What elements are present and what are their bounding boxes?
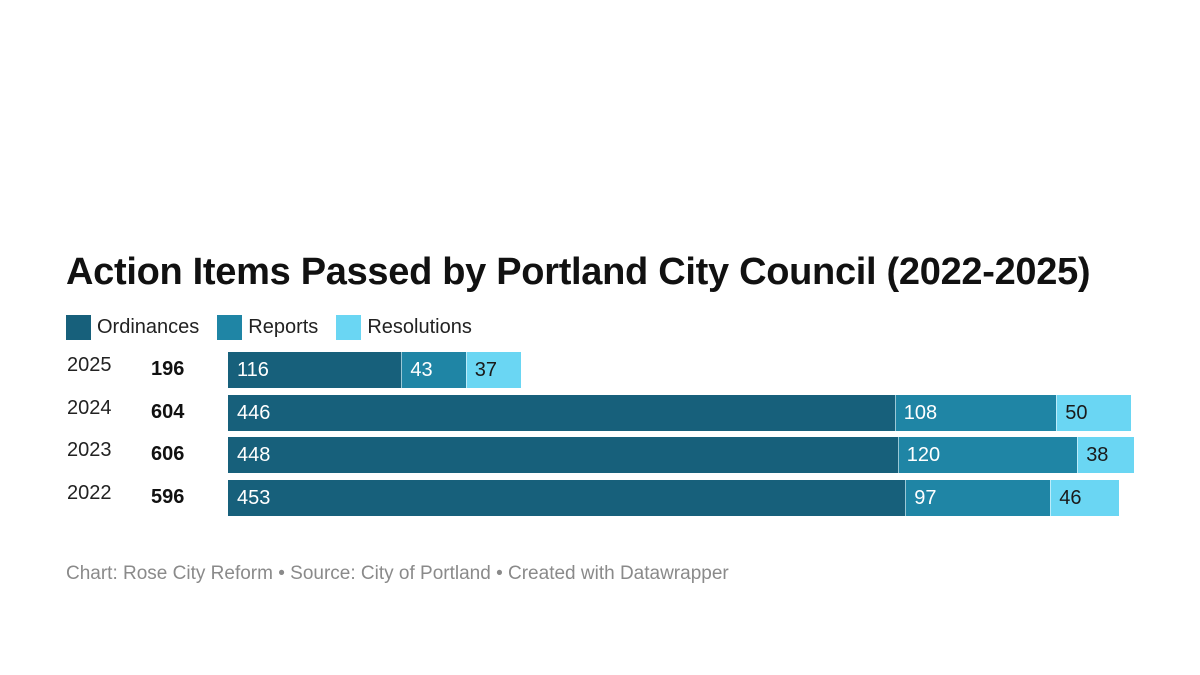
legend-swatch-resolutions xyxy=(336,314,362,340)
bar-segment-reports xyxy=(897,437,1078,473)
legend-swatch-ordinances xyxy=(66,314,91,340)
bar-track: 116 43 37 xyxy=(228,352,1134,388)
data-label-ordinances: 453 xyxy=(237,486,271,509)
data-label-reports: 120 xyxy=(906,444,941,466)
row-total-label: 604 xyxy=(151,400,185,423)
data-label-ordinances: 446 xyxy=(237,401,271,424)
legend-item-ordinances: Ordinances xyxy=(66,314,200,340)
bar-row-2022: 2022 596 453 97 46 xyxy=(66,479,1146,523)
bar-rows: 2025 196 116 43 37 2024 604 446 108 50 2023 606 448 1… xyxy=(66,352,1146,522)
bar-row-2024: 2024 604 446 108 50 xyxy=(66,394,1146,438)
bar-segment-resolutions xyxy=(1056,394,1131,431)
legend-label-reports: Reports xyxy=(248,315,319,338)
category-label: 2022 xyxy=(67,481,112,504)
bar-track: 453 97 46 xyxy=(228,479,1134,516)
bar-segment-resolutions xyxy=(465,352,522,388)
chart-title: Action Items Passed by Portland City Cou… xyxy=(66,251,1091,293)
bar-row-2023: 2023 606 448 120 38 xyxy=(66,437,1146,480)
legend-swatch-reports xyxy=(217,314,243,340)
legend-label-ordinances: Ordinances xyxy=(97,315,200,338)
category-label: 2025 xyxy=(67,354,112,376)
row-total-label: 606 xyxy=(151,443,185,465)
bar-track: 446 108 50 xyxy=(228,394,1134,431)
data-label-resolutions: 37 xyxy=(474,359,497,381)
data-label-resolutions: 50 xyxy=(1065,401,1088,424)
category-label: 2023 xyxy=(67,439,112,461)
legend: Ordinances Reports Resolutions xyxy=(66,314,1146,340)
bar-track: 448 120 38 xyxy=(228,437,1134,473)
legend-item-reports: Reports xyxy=(217,314,319,340)
row-total-label: 196 xyxy=(151,358,185,380)
data-label-resolutions: 46 xyxy=(1059,486,1082,509)
bar-segment-ordinances xyxy=(228,394,895,431)
chart: Action Items Passed by Portland City Cou… xyxy=(66,250,1146,522)
row-total-label: 596 xyxy=(151,485,185,508)
bar-segment-resolutions xyxy=(1077,437,1134,473)
bar-row-2025: 2025 196 116 43 37 xyxy=(66,352,1146,395)
bar-segment-reports xyxy=(401,352,466,388)
bar-segment-ordinances xyxy=(228,437,898,473)
bar-segment-reports xyxy=(905,479,1051,516)
bar-segment-reports xyxy=(894,394,1057,431)
data-label-ordinances: 448 xyxy=(237,444,271,466)
bar-segment-ordinances xyxy=(228,352,402,388)
data-label-reports: 108 xyxy=(903,401,938,424)
data-label-ordinances: 116 xyxy=(237,359,269,381)
category-label: 2024 xyxy=(67,396,112,419)
data-label-reports: 97 xyxy=(914,486,937,509)
bar-segment-resolutions xyxy=(1050,479,1120,516)
bar-segment-ordinances xyxy=(228,479,906,516)
data-label-resolutions: 38 xyxy=(1086,444,1109,466)
legend-label-resolutions: Resolutions xyxy=(367,315,472,338)
data-label-reports: 43 xyxy=(410,359,433,381)
chart-footer: Chart: Rose City Reform • Source: City o… xyxy=(66,563,729,584)
legend-item-resolutions: Resolutions xyxy=(336,314,472,340)
